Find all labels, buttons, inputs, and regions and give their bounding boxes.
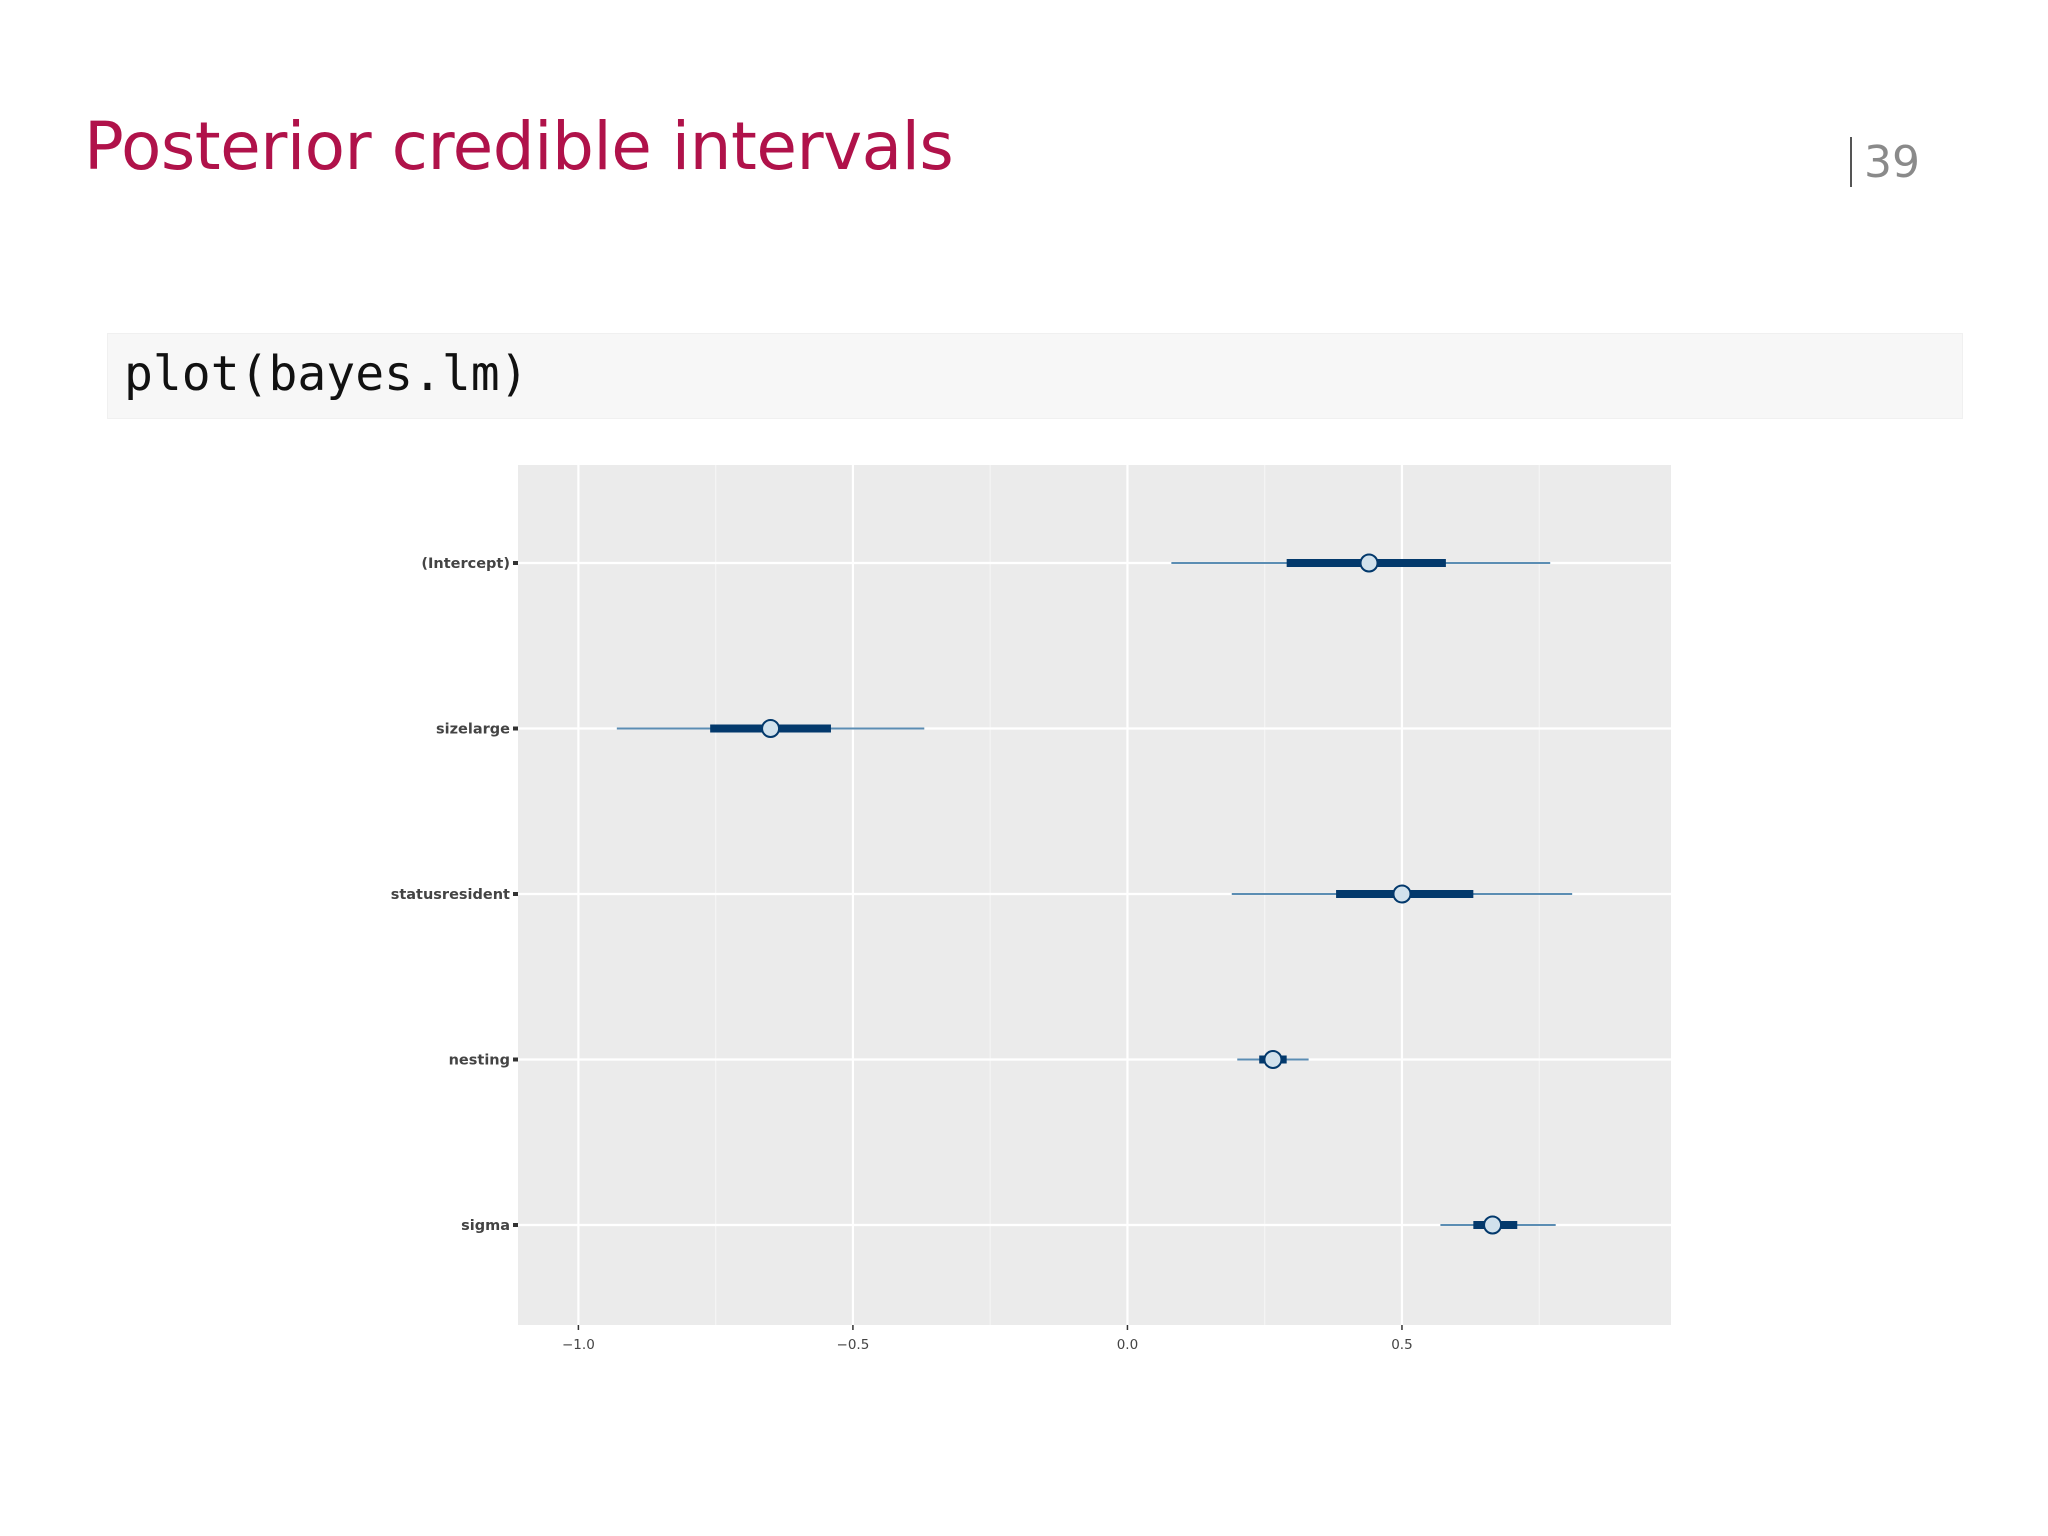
x-tick-label: −1.0 xyxy=(562,1337,595,1353)
interval-marks xyxy=(616,553,1573,1235)
page-number: 39 xyxy=(1864,136,1920,188)
code-block: plot(bayes.lm) xyxy=(107,333,1963,419)
median-point xyxy=(1263,1050,1283,1069)
median-point xyxy=(1359,553,1379,573)
x-axis: −1.0 −0.5 0.0 0.5 xyxy=(562,1325,1413,1353)
y-tick-label: (Intercept) xyxy=(421,556,510,572)
x-tick-label: 0.5 xyxy=(1391,1337,1412,1353)
median-point xyxy=(761,719,781,738)
y-tick-label: statusresident xyxy=(391,887,510,903)
x-tick-label: −0.5 xyxy=(837,1337,870,1353)
y-tick-label: sizelarge xyxy=(436,722,510,738)
y-tick-label: nesting xyxy=(449,1053,510,1069)
y-tick-label: sigma xyxy=(461,1218,510,1234)
x-tick-label: 0.0 xyxy=(1117,1337,1138,1353)
y-axis: (Intercept) sizelarge statusresident nestin… xyxy=(391,556,518,1234)
slide-title: Posterior credible intervals xyxy=(84,108,954,185)
median-point xyxy=(1483,1215,1503,1235)
median-point xyxy=(1392,884,1412,904)
code-text: plot(bayes.lm) xyxy=(124,346,529,402)
page-number-area: 39 xyxy=(1850,136,1920,188)
page-number-separator xyxy=(1850,137,1852,187)
